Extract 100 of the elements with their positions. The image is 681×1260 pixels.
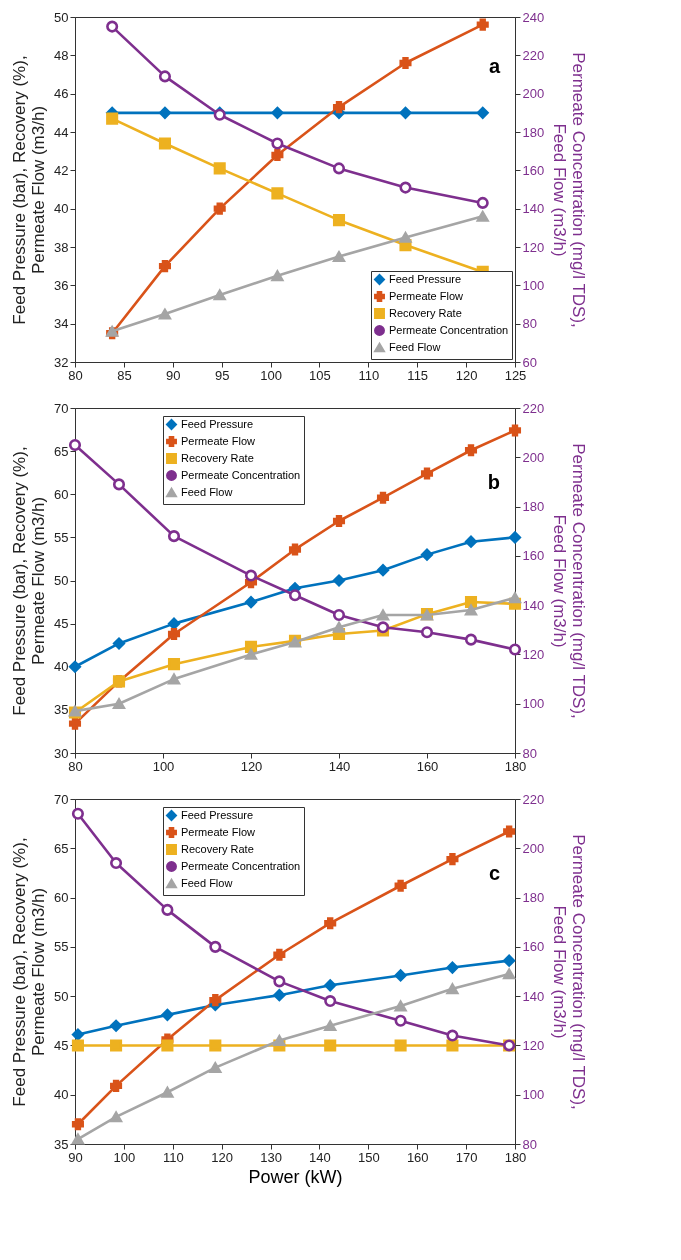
y-tick-label: 45 (54, 616, 69, 632)
y-axis-title: Feed Pressure (bar), Recovery (%), Permeate Flow (m3/h) (10, 446, 49, 716)
y-tick-label: 40 (54, 1087, 69, 1103)
x-tick-label: 120 (455, 367, 478, 383)
y2-tick-label: 200 (522, 840, 545, 856)
legend-label: Feed Pressure (181, 417, 254, 430)
y2-axis-title: Permeate Concentration (mg/l TDS), Feed Flow (m3/h) (550, 52, 589, 328)
y2-tick-label: 100 (522, 696, 545, 712)
y-tick-label: 65 (54, 840, 69, 856)
x-tick-label: 180 (504, 1149, 527, 1165)
legend-label: Feed Flow (181, 485, 233, 498)
x-tick-label: 120 (240, 758, 263, 774)
y2-tick-label: 160 (522, 162, 545, 178)
y-axis-title: Feed Pressure (bar), Recovery (%), Permeate Flow (m3/h) (10, 55, 49, 325)
y-tick-label: 40 (54, 659, 69, 675)
x-tick-label: 170 (455, 1149, 478, 1165)
legend-label: Feed Flow (181, 876, 233, 889)
x-tick-label: 85 (117, 367, 132, 383)
x-tick-label: 120 (211, 1149, 234, 1165)
y-tick-label: 65 (54, 443, 69, 459)
x-tick-label: 80 (68, 758, 83, 774)
y2-tick-label: 140 (522, 988, 545, 1004)
y-tick-label: 36 (54, 277, 69, 293)
y-tick-label: 55 (54, 939, 69, 955)
legend-label: Feed Pressure (389, 272, 462, 285)
y2-tick-label: 220 (522, 400, 545, 416)
y-tick-label: 32 (54, 354, 69, 370)
legend-label: Recovery Rate (181, 451, 254, 464)
x-tick-label: 180 (504, 758, 527, 774)
annotation: a (488, 55, 501, 77)
x-tick-label: 90 (166, 367, 181, 383)
x-axis-title: Power (kW) (248, 1166, 343, 1187)
y2-axis-title: Permeate Concentration (mg/l TDS), Feed Flow (m3/h) (550, 443, 589, 719)
x-tick-label: 130 (260, 1149, 282, 1165)
legend-label: Feed Flow (389, 340, 441, 353)
y2-tick-label: 220 (522, 47, 545, 63)
x-tick-label: 90 (68, 1149, 83, 1165)
x-tick-label: 115 (407, 367, 429, 383)
y2-tick-label: 100 (522, 277, 545, 293)
y-tick-label: 48 (54, 47, 69, 63)
y2-tick-label: 140 (522, 201, 545, 217)
x-tick-label: 150 (357, 1149, 380, 1165)
x-tick-label: 160 (406, 1149, 429, 1165)
y-tick-label: 40 (54, 201, 69, 217)
y2-tick-label: 200 (522, 449, 545, 465)
x-tick-label: 140 (328, 758, 351, 774)
legend-label: Feed Pressure (181, 808, 254, 821)
y2-tick-label: 220 (522, 791, 545, 807)
x-tick-label: 140 (309, 1149, 331, 1165)
y-tick-label: 35 (54, 702, 69, 718)
x-tick-label: 125 (504, 367, 527, 383)
annotation: c (488, 862, 500, 884)
y2-tick-label: 180 (522, 124, 545, 140)
legend-label: Permeate Flow (181, 434, 256, 447)
x-tick-label: 110 (162, 1149, 184, 1165)
y2-tick-label: 180 (522, 890, 545, 906)
x-tick-label: 100 (152, 758, 175, 774)
y2-tick-label: 120 (522, 239, 545, 255)
y-tick-label: 46 (54, 86, 69, 102)
x-tick-label: 160 (416, 758, 439, 774)
y-tick-label: 38 (54, 239, 69, 255)
y-tick-label: 70 (54, 791, 69, 807)
y2-tick-label: 80 (522, 745, 537, 761)
y-tick-label: 30 (54, 745, 69, 761)
y2-tick-label: 60 (522, 354, 537, 370)
legend-label: Permeate Concentration (181, 859, 301, 872)
x-tick-label: 100 (113, 1149, 136, 1165)
y2-tick-label: 80 (522, 316, 537, 332)
y2-tick-label: 140 (522, 597, 545, 613)
legend-label: Permeate Concentration (389, 323, 509, 336)
y-tick-label: 42 (54, 162, 69, 178)
y-tick-label: 60 (54, 890, 69, 906)
y-tick-label: 50 (54, 9, 69, 25)
y-tick-label: 70 (54, 400, 69, 416)
y2-tick-label: 160 (522, 939, 545, 955)
y2-tick-label: 200 (522, 86, 545, 102)
y-axis-title: Feed Pressure (bar), Recovery (%), Permeate Flow (m3/h) (10, 837, 49, 1107)
y2-tick-label: 120 (522, 646, 545, 662)
y-tick-label: 44 (54, 124, 69, 140)
y-tick-label: 34 (54, 316, 69, 332)
x-tick-label: 80 (68, 367, 83, 383)
y-tick-label: 35 (54, 1136, 69, 1152)
y-tick-label: 45 (54, 1037, 69, 1053)
legend-label: Recovery Rate (181, 842, 254, 855)
y2-tick-label: 240 (522, 9, 545, 25)
legend-label: Recovery Rate (389, 306, 462, 319)
y-tick-label: 50 (54, 573, 69, 588)
y2-tick-label: 180 (522, 499, 545, 515)
legend-label: Permeate Flow (389, 289, 464, 302)
y2-tick-label: 160 (522, 548, 545, 564)
y2-tick-label: 80 (522, 1136, 537, 1152)
y-tick-label: 55 (54, 529, 69, 545)
x-tick-label: 110 (358, 367, 380, 383)
annotation: b (487, 471, 500, 493)
x-tick-label: 100 (260, 367, 282, 383)
x-tick-label: 105 (309, 367, 331, 383)
y2-tick-label: 100 (522, 1087, 545, 1103)
legend-label: Permeate Concentration (181, 468, 301, 481)
y-tick-label: 60 (54, 486, 69, 502)
x-tick-label: 95 (214, 367, 230, 383)
